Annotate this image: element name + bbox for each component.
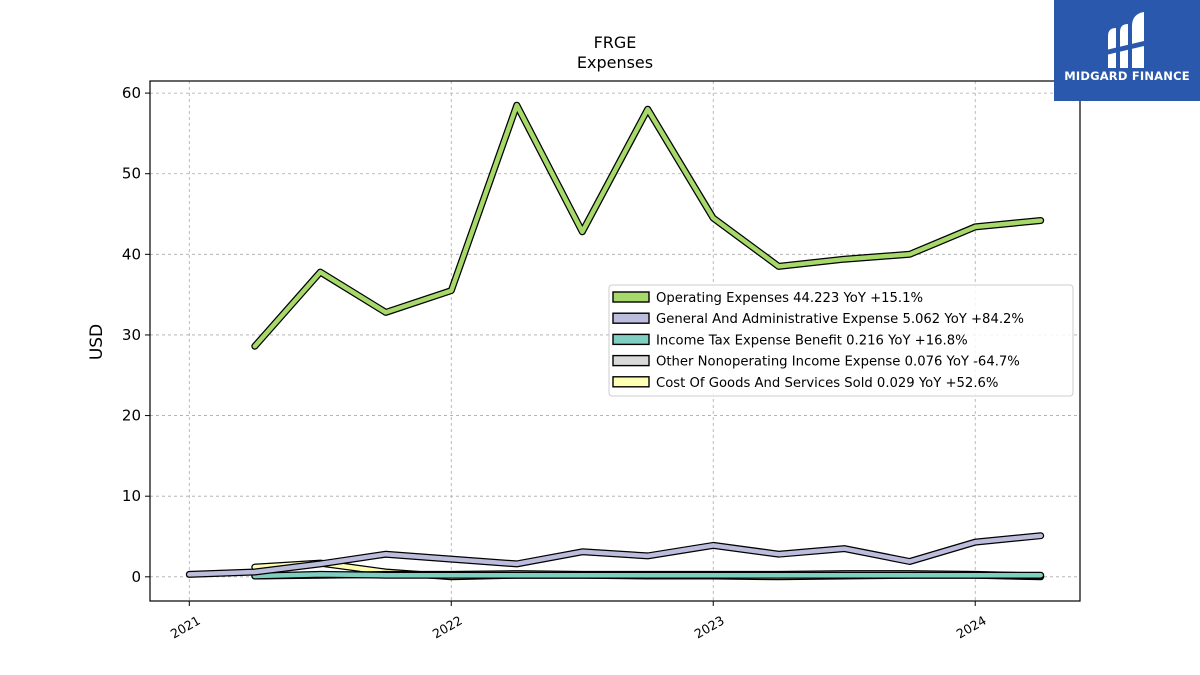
series-lines <box>185 101 1045 581</box>
plot-frame <box>149 80 1081 602</box>
x-tick-label: 2021 <box>168 613 203 642</box>
y-axis-label: USD <box>87 324 107 360</box>
y-tick-label: 10 <box>122 487 141 505</box>
series-line-2 <box>252 572 1043 579</box>
logo-text: MIDGARD FINANCE <box>1064 69 1190 83</box>
legend-box <box>608 284 1074 397</box>
legend-swatch <box>612 354 650 367</box>
x-tick-label: 2022 <box>430 613 465 642</box>
y-tick-label: 40 <box>122 245 141 263</box>
legend-label: Operating Expenses 44.223 YoY +15.1% <box>656 291 923 306</box>
legend-swatch <box>612 333 650 346</box>
chart-subtitle: Expenses <box>577 53 653 72</box>
series-line-1 <box>187 533 1043 577</box>
chart-title: FRGE <box>594 33 637 52</box>
legend-swatch <box>612 376 650 388</box>
y-tick-label: 60 <box>122 84 141 102</box>
y-tick-label: 50 <box>122 165 141 183</box>
legend-label: General And Administrative Expense 5.062… <box>656 312 1024 327</box>
series-line-0 <box>252 102 1043 349</box>
legend-label: Cost Of Goods And Services Sold 0.029 Yo… <box>656 376 998 391</box>
brand-logo: MIDGARD FINANCE <box>1054 0 1200 101</box>
x-tick-label: 2023 <box>692 613 727 642</box>
midgard-logo-icon <box>1106 12 1148 68</box>
legend-label: Other Nonoperating Income Expense 0.076 … <box>656 355 1020 370</box>
legend-swatch <box>612 291 650 303</box>
y-tick-label: 30 <box>122 326 141 344</box>
legend: Operating Expenses 44.223 YoY +15.1% Gene… <box>608 284 1074 397</box>
legend-swatch <box>612 312 650 324</box>
y-tick-label: 20 <box>122 407 141 425</box>
legend-label: Income Tax Expense Benefit 0.216 YoY +16… <box>656 333 968 348</box>
y-tick-label: 0 <box>131 568 141 586</box>
x-tick-label: 2024 <box>954 613 989 642</box>
